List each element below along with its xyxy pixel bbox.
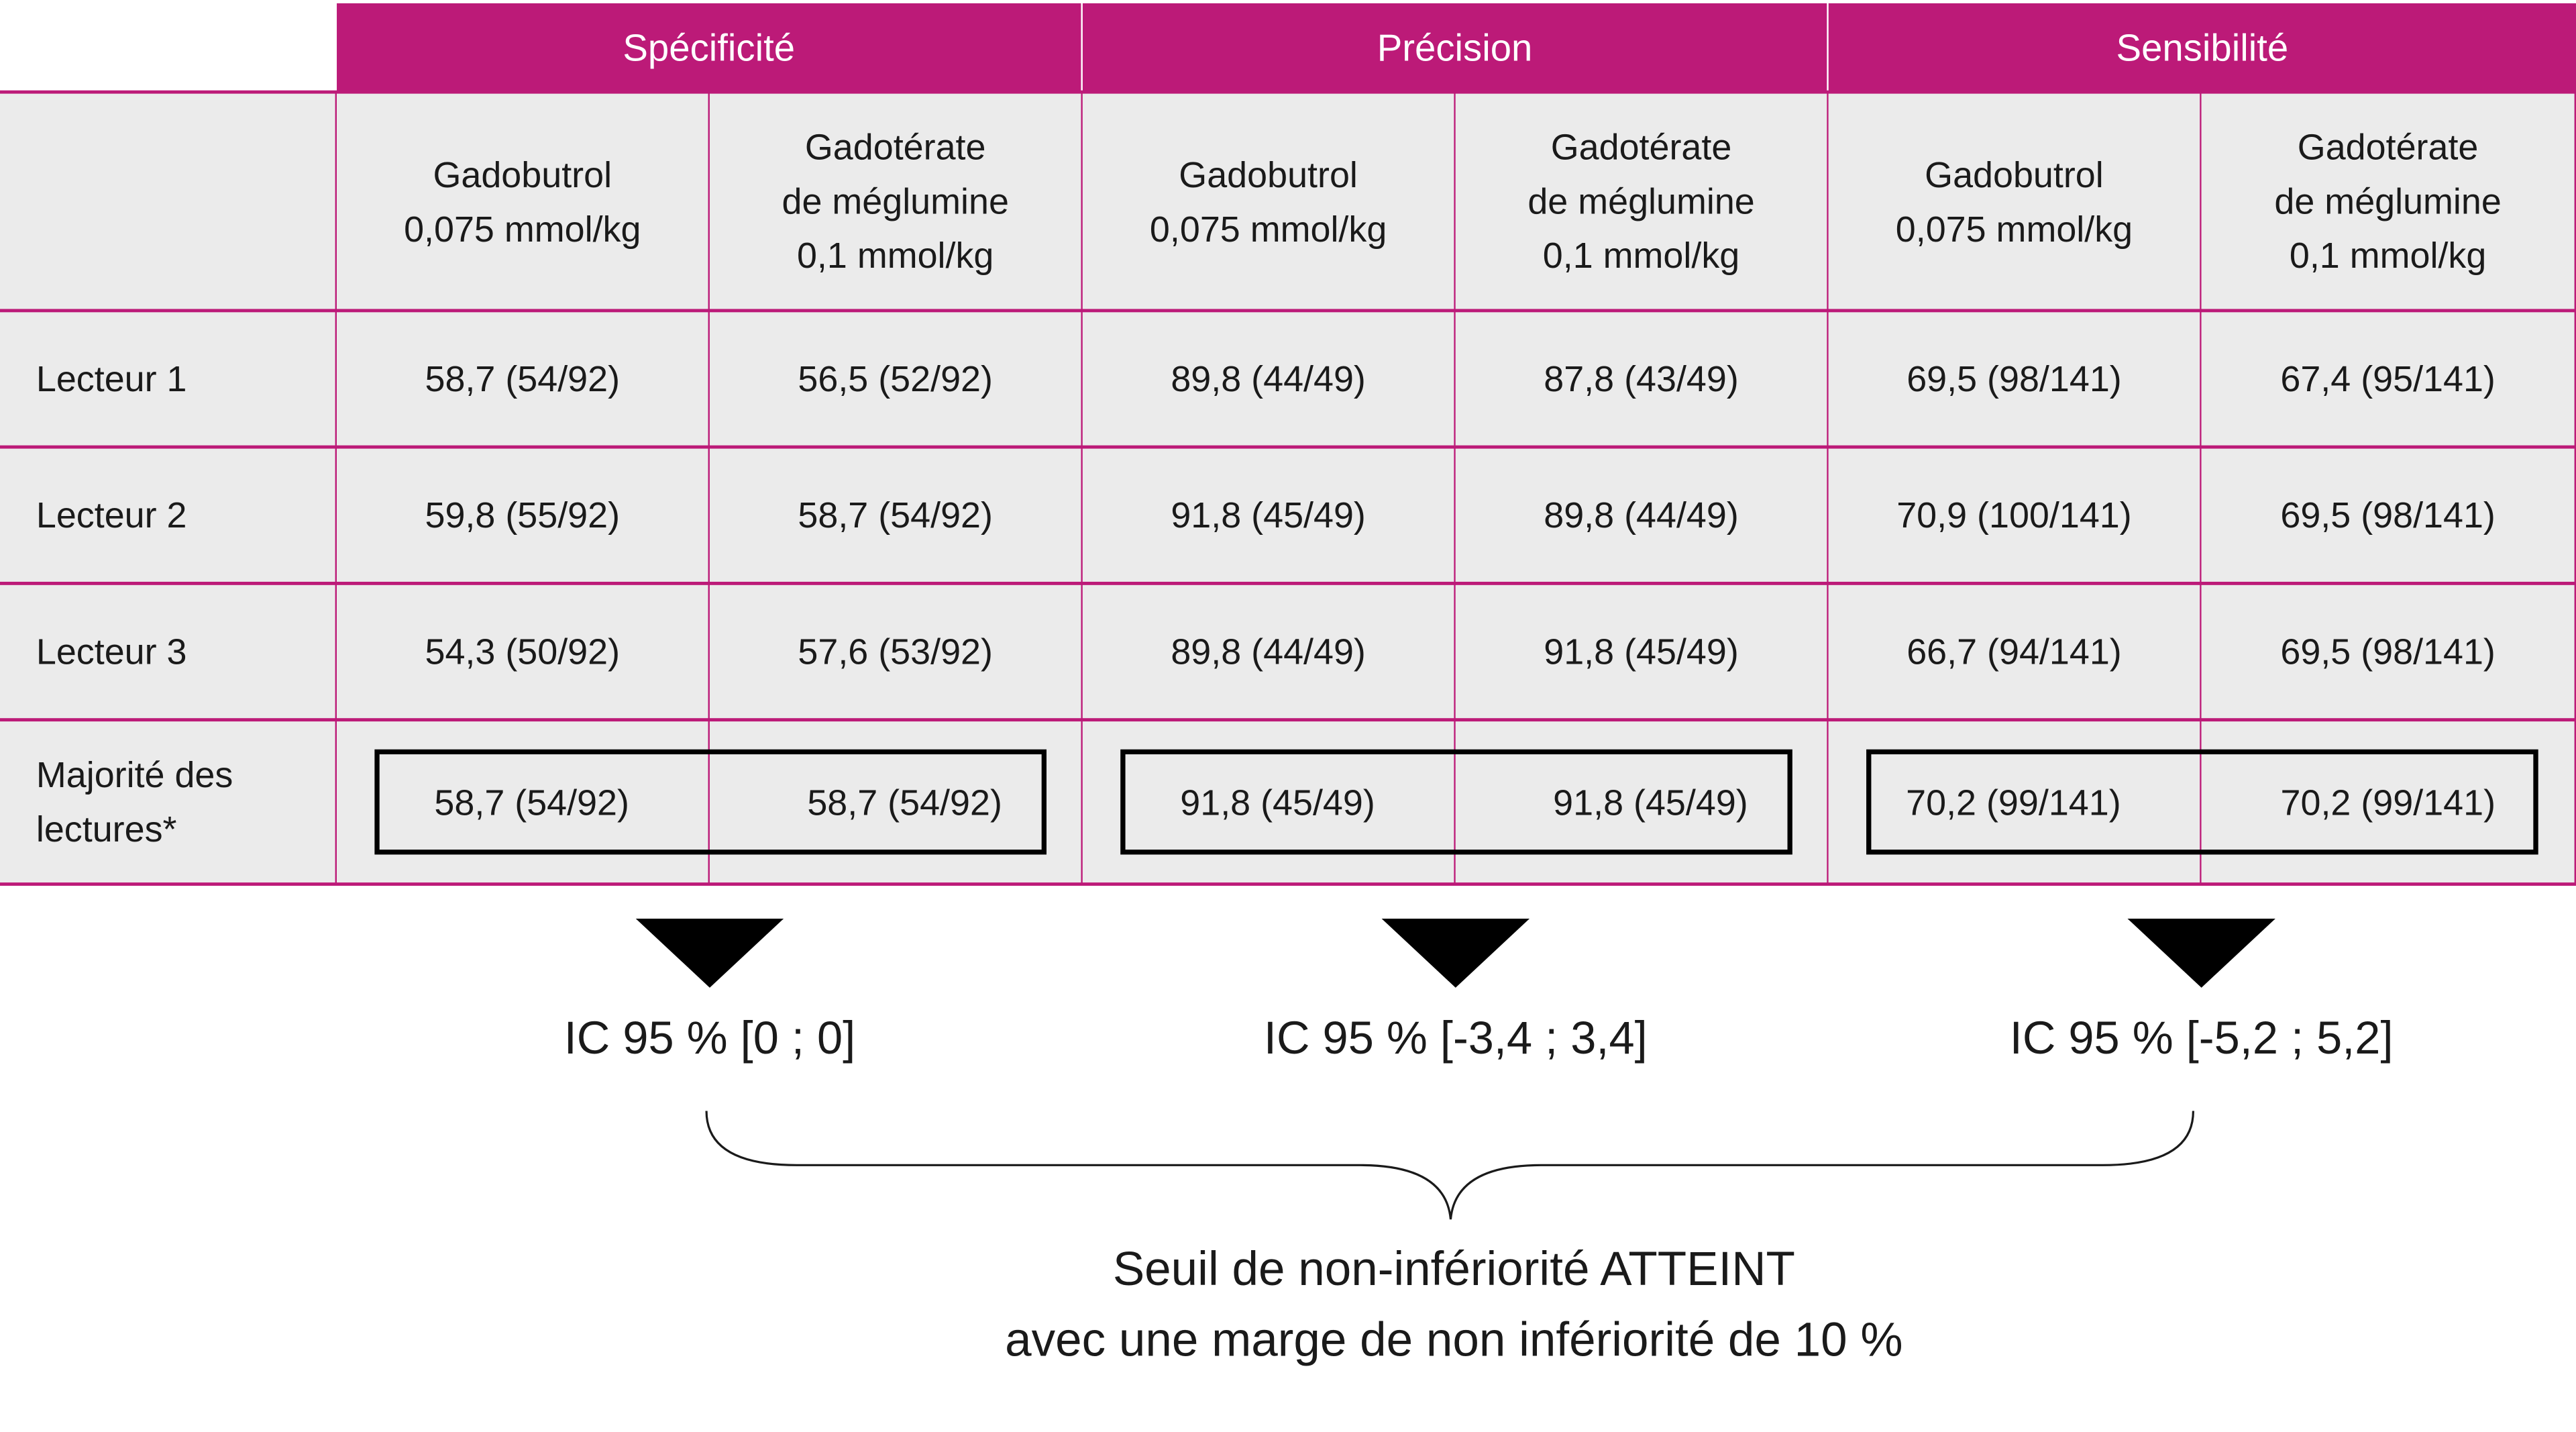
column-header-line: 0,1 mmol/kg bbox=[1542, 235, 1740, 276]
table-divider bbox=[0, 445, 2576, 449]
column-header-line: 0,1 mmol/kg bbox=[796, 235, 994, 276]
column-header: Gadotérate de méglumine 0,1 mmol/kg bbox=[1455, 92, 1829, 311]
row-label: Majorité des lectures* bbox=[0, 719, 337, 884]
column-header: Gadobutrol 0,075 mmol/kg bbox=[1082, 92, 1456, 311]
table-cell: 59,8 (55/92) bbox=[337, 447, 710, 584]
table-cell: 54,3 (50/92) bbox=[337, 583, 710, 720]
down-arrow-icon bbox=[1381, 918, 1530, 988]
table-cell: 57,6 (53/92) bbox=[709, 583, 1083, 720]
table-cell: 91,8 (45/49) bbox=[1082, 447, 1456, 584]
table-divider bbox=[0, 90, 2576, 94]
table-cell: 89,8 (44/49) bbox=[1082, 310, 1456, 448]
row-label: Lecteur 1 bbox=[0, 310, 337, 448]
table-cell: 66,7 (94/141) bbox=[1828, 583, 2202, 720]
column-header-line: 0,075 mmol/kg bbox=[1895, 207, 2133, 250]
group-header: Spécificité bbox=[337, 3, 1081, 93]
majority-highlight-box bbox=[1120, 749, 1792, 855]
column-header-line: 0,075 mmol/kg bbox=[404, 207, 641, 250]
majority-highlight-box bbox=[374, 749, 1047, 855]
table-cell: 58,7 (54/92) bbox=[709, 447, 1083, 584]
table-cell: 70,2 (99/141) bbox=[1828, 719, 2202, 884]
table-cell: 70,2 (99/141) bbox=[2201, 719, 2576, 884]
confidence-interval: IC 95 % [-5,2 ; 5,2] bbox=[2009, 1012, 2394, 1064]
column-header-line: 0,075 mmol/kg bbox=[1149, 207, 1387, 250]
column-header-line: Gadobutrol bbox=[433, 153, 612, 195]
column-header-line: Gadotérate bbox=[804, 126, 986, 168]
group-header: Précision bbox=[1082, 3, 1827, 93]
down-arrow-icon bbox=[635, 918, 784, 988]
column-header-line: 0,1 mmol/kg bbox=[2289, 235, 2487, 276]
confidence-interval: IC 95 % [0 ; 0] bbox=[564, 1012, 856, 1064]
table-cell: 87,8 (43/49) bbox=[1455, 310, 1829, 448]
table-cell: 58,7 (54/92) bbox=[337, 719, 710, 884]
table-cell: 70,9 (100/141) bbox=[1828, 447, 2202, 584]
column-header-line: Gadotérate bbox=[2297, 126, 2479, 168]
column-header: Gadotérate de méglumine 0,1 mmol/kg bbox=[709, 92, 1083, 311]
table-cell: 58,7 (54/92) bbox=[337, 310, 710, 448]
table-cell: 58,7 (54/92) bbox=[709, 719, 1083, 884]
majority-highlight-box bbox=[1866, 749, 2538, 855]
column-header: Gadotérate de méglumine 0,1 mmol/kg bbox=[2201, 92, 2576, 311]
table-divider bbox=[0, 581, 2576, 585]
row-label: Lecteur 3 bbox=[0, 583, 337, 720]
column-header-line: Gadotérate bbox=[1550, 126, 1732, 168]
table-divider bbox=[0, 718, 2576, 722]
table-cell: 56,5 (52/92) bbox=[709, 310, 1083, 448]
conclusion-line-1: Seuil de non-infériorité ATTEINT bbox=[1112, 1243, 1795, 1297]
confidence-interval: IC 95 % [-3,4 ; 3,4] bbox=[1263, 1012, 1648, 1064]
group-header: Sensibilité bbox=[1828, 3, 2576, 93]
column-header-line: de méglumine bbox=[782, 181, 1009, 222]
table-cell: 67,4 (95/141) bbox=[2201, 310, 2576, 448]
column-header-line: Gadobutrol bbox=[1179, 153, 1358, 195]
row-label: Lecteur 2 bbox=[0, 447, 337, 584]
table-cell: 91,8 (45/49) bbox=[1455, 583, 1829, 720]
conclusion-line-2: avec une marge de non infériorité de 10 … bbox=[1005, 1315, 1903, 1368]
table-cell: 89,8 (44/49) bbox=[1082, 583, 1456, 720]
table-divider bbox=[0, 882, 2576, 886]
corner-cell bbox=[0, 92, 337, 311]
table-cell: 91,8 (45/49) bbox=[1455, 719, 1829, 884]
table-cell: 91,8 (45/49) bbox=[1082, 719, 1456, 884]
column-header-line: de méglumine bbox=[1527, 181, 1755, 222]
table-divider bbox=[0, 309, 2576, 313]
column-header: Gadobutrol 0,075 mmol/kg bbox=[337, 92, 710, 311]
table-cell: 69,5 (98/141) bbox=[2201, 583, 2576, 720]
table-cell: 69,5 (98/141) bbox=[1828, 310, 2202, 448]
down-arrow-icon bbox=[2127, 918, 2275, 988]
table-cell: 89,8 (44/49) bbox=[1455, 447, 1829, 584]
column-header-line: de méglumine bbox=[2274, 181, 2502, 222]
column-header-line: Gadobutrol bbox=[1925, 153, 2104, 195]
table-cell: 69,5 (98/141) bbox=[2201, 447, 2576, 584]
column-header: Gadobutrol 0,075 mmol/kg bbox=[1828, 92, 2202, 311]
